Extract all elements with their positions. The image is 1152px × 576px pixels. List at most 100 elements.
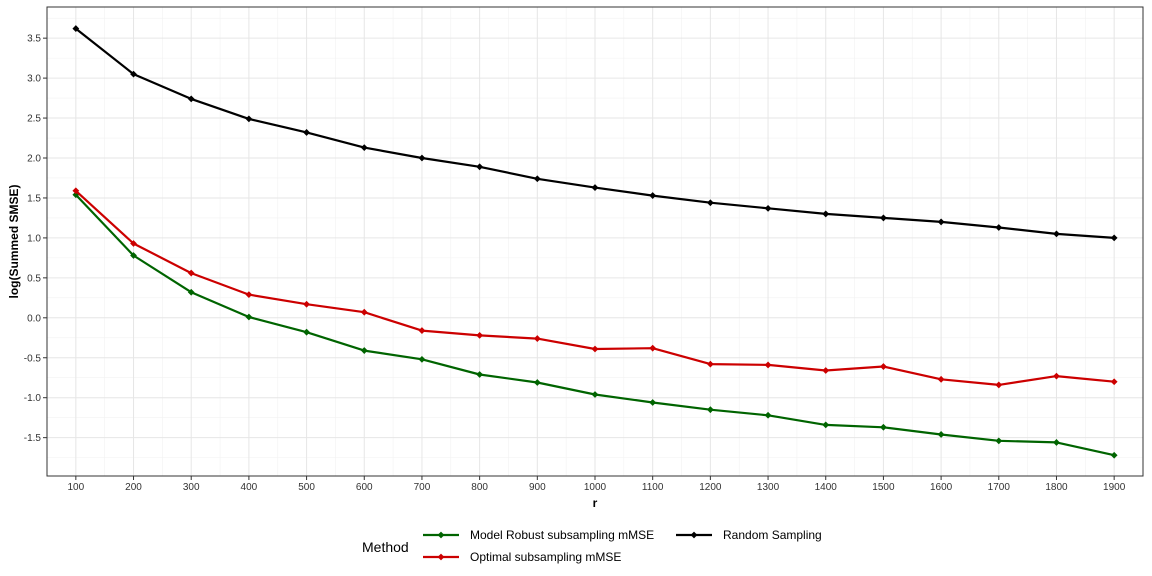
y-tick-label: 2.5 (27, 114, 41, 125)
data-point (418, 327, 426, 334)
data-point (533, 175, 541, 183)
data-point (764, 204, 772, 212)
data-point (245, 313, 253, 321)
legend-key-marker (690, 531, 698, 539)
data-point (245, 115, 253, 123)
x-tick-label: 1100 (642, 482, 664, 493)
data-point (591, 184, 599, 191)
data-point (880, 363, 887, 370)
data-point (1110, 234, 1118, 242)
legend-item-model-robust-subsampling-mmse: Model Robust subsampling mMSE (423, 528, 654, 542)
x-tick-label: 1800 (1045, 482, 1068, 493)
legend-label: Random Sampling (723, 528, 822, 542)
y-tick-label: 3.5 (27, 34, 41, 45)
data-point (1110, 378, 1118, 386)
data-point (706, 406, 714, 414)
data-point (937, 431, 945, 438)
y-axis: -1.5 -1.0 -0.5 0.0 0.5 1.0 1.5 2.0 2.5 3.0 3.5 (24, 34, 47, 444)
data-point (822, 421, 830, 429)
y-tick-label: -1.0 (24, 393, 42, 404)
data-point (1110, 451, 1118, 459)
data-point (995, 224, 1003, 231)
legend: Method Model Robust subsampling mMSE Opti… (362, 528, 822, 564)
data-point (130, 240, 137, 247)
data-point (360, 144, 368, 152)
data-point (72, 187, 80, 195)
data-point (591, 391, 599, 398)
data-point (476, 163, 484, 171)
data-point (822, 210, 830, 218)
data-point (995, 437, 1003, 445)
data-point (187, 95, 195, 103)
x-tick-label: 600 (356, 482, 373, 493)
data-point (706, 199, 714, 207)
y-tick-label: 0.0 (27, 313, 41, 324)
x-tick-label: 1700 (988, 482, 1011, 493)
x-tick-label: 1600 (930, 482, 953, 493)
data-point (1053, 439, 1060, 446)
x-axis-title: r (593, 496, 598, 510)
data-point (706, 360, 714, 368)
data-point (649, 192, 657, 199)
series-layer (72, 25, 1118, 459)
data-point (72, 25, 80, 32)
data-point (1053, 372, 1060, 380)
data-point (533, 335, 541, 342)
y-tick-label: -1.5 (24, 433, 42, 444)
legend-title: Method (362, 539, 409, 555)
data-point (880, 214, 887, 222)
data-point (360, 347, 368, 354)
y-tick-label: -0.5 (24, 353, 42, 364)
x-axis: 100 200 300 400 500 600 700 800 900 1000 1100 1200 1… (67, 476, 1126, 493)
x-tick-label: 700 (414, 482, 431, 493)
data-point (937, 375, 945, 383)
y-tick-label: 0.5 (27, 273, 41, 284)
legend-key-marker (437, 531, 445, 539)
x-tick-label: 1900 (1103, 482, 1126, 493)
y-tick-label: 1.0 (27, 233, 41, 244)
data-point (418, 355, 426, 363)
data-point (476, 331, 484, 339)
x-tick-label: 1200 (699, 482, 722, 493)
series-model-robust-subsampling-mmse (72, 191, 1118, 459)
data-point (995, 381, 1003, 389)
series-random-sampling (72, 25, 1118, 242)
legend-item-optimal-subsampling-mmse: Optimal subsampling mMSE (423, 550, 621, 564)
data-point (130, 252, 137, 259)
data-point (72, 191, 80, 199)
major-gridlines (47, 7, 1143, 476)
x-tick-label: 400 (241, 482, 258, 493)
series-optimal-subsampling-mmse (72, 187, 1118, 389)
y-tick-label: 1.5 (27, 193, 41, 204)
data-point (649, 344, 657, 352)
x-tick-label: 200 (125, 482, 142, 493)
data-point (303, 328, 310, 336)
legend-label: Model Robust subsampling mMSE (470, 528, 654, 542)
data-point (1053, 230, 1060, 238)
x-tick-label: 500 (298, 482, 315, 493)
x-tick-label: 1000 (584, 482, 607, 493)
data-point (303, 129, 310, 136)
legend-label: Optimal subsampling mMSE (470, 550, 621, 564)
data-point (764, 411, 772, 419)
data-point (130, 70, 137, 78)
x-tick-label: 1300 (757, 482, 780, 493)
data-point (649, 399, 657, 406)
y-axis-title: log(Summed SMSE) (7, 184, 21, 298)
x-tick-label: 1500 (872, 482, 895, 493)
data-point (187, 269, 195, 277)
data-point (476, 371, 484, 378)
x-tick-label: 1400 (815, 482, 838, 493)
data-point (187, 288, 195, 296)
data-point (937, 218, 945, 226)
y-tick-label: 2.0 (27, 154, 41, 165)
legend-item-random-sampling: Random Sampling (676, 528, 822, 542)
data-point (418, 154, 426, 162)
data-point (822, 367, 830, 374)
x-tick-label: 800 (471, 482, 488, 493)
x-tick-label: 300 (183, 482, 200, 493)
data-point (591, 345, 599, 353)
data-point (245, 291, 253, 299)
x-tick-label: 900 (529, 482, 546, 493)
